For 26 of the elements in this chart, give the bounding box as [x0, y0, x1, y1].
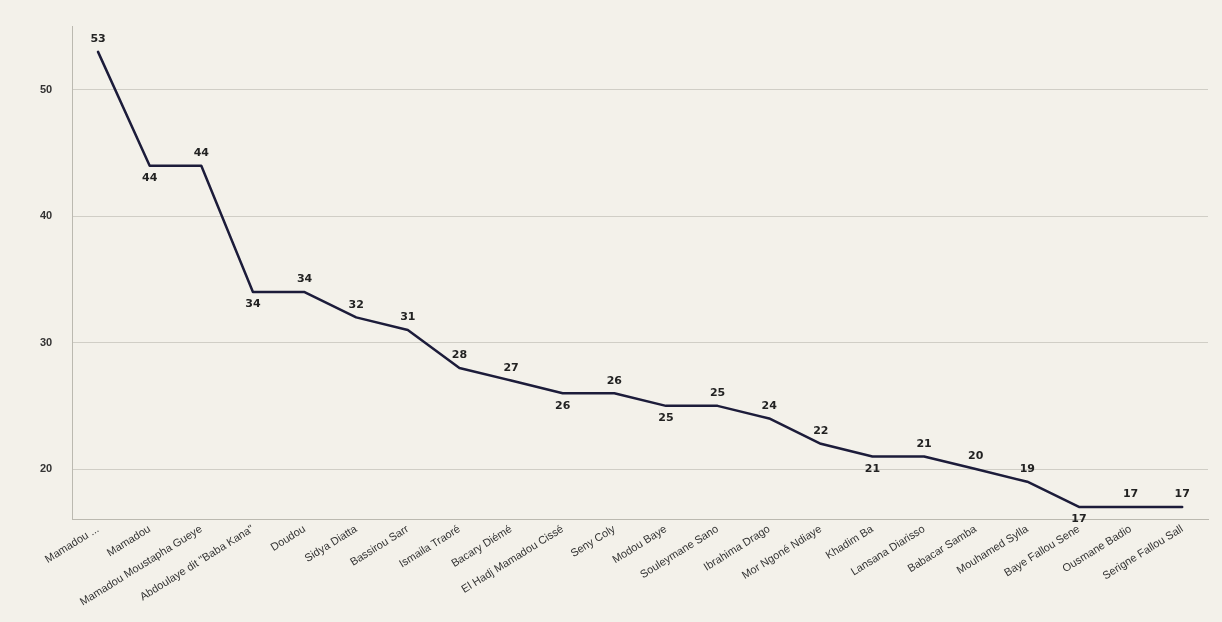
data-label: 22	[813, 424, 829, 438]
data-label: 21	[864, 461, 881, 475]
y-tick-label: 30	[39, 335, 53, 348]
data-label: 19	[1019, 462, 1035, 476]
data-label: 44	[142, 171, 158, 185]
data-label: 44	[193, 146, 210, 160]
y-tick-label: 20	[39, 462, 53, 475]
data-label: 25	[709, 386, 726, 400]
data-label: 21	[916, 436, 932, 450]
data-label: 34	[245, 297, 261, 311]
data-label: 25	[658, 411, 674, 425]
data-label: 28	[451, 348, 468, 362]
data-label: 17	[1122, 487, 1139, 501]
data-label: 34	[296, 272, 313, 286]
data-label: 24	[761, 398, 778, 412]
y-tick-label: 50	[39, 82, 53, 95]
data-label: 17	[1071, 512, 1087, 526]
data-label: 20	[968, 449, 984, 463]
data-label: 32	[348, 297, 364, 311]
data-label: 26	[555, 398, 571, 412]
data-label: 53	[90, 32, 106, 46]
data-label: 26	[606, 373, 623, 387]
y-tick-label: 40	[39, 209, 53, 222]
data-label: 27	[503, 360, 519, 374]
data-label: 17	[1174, 487, 1190, 501]
data-label: 31	[400, 310, 416, 324]
